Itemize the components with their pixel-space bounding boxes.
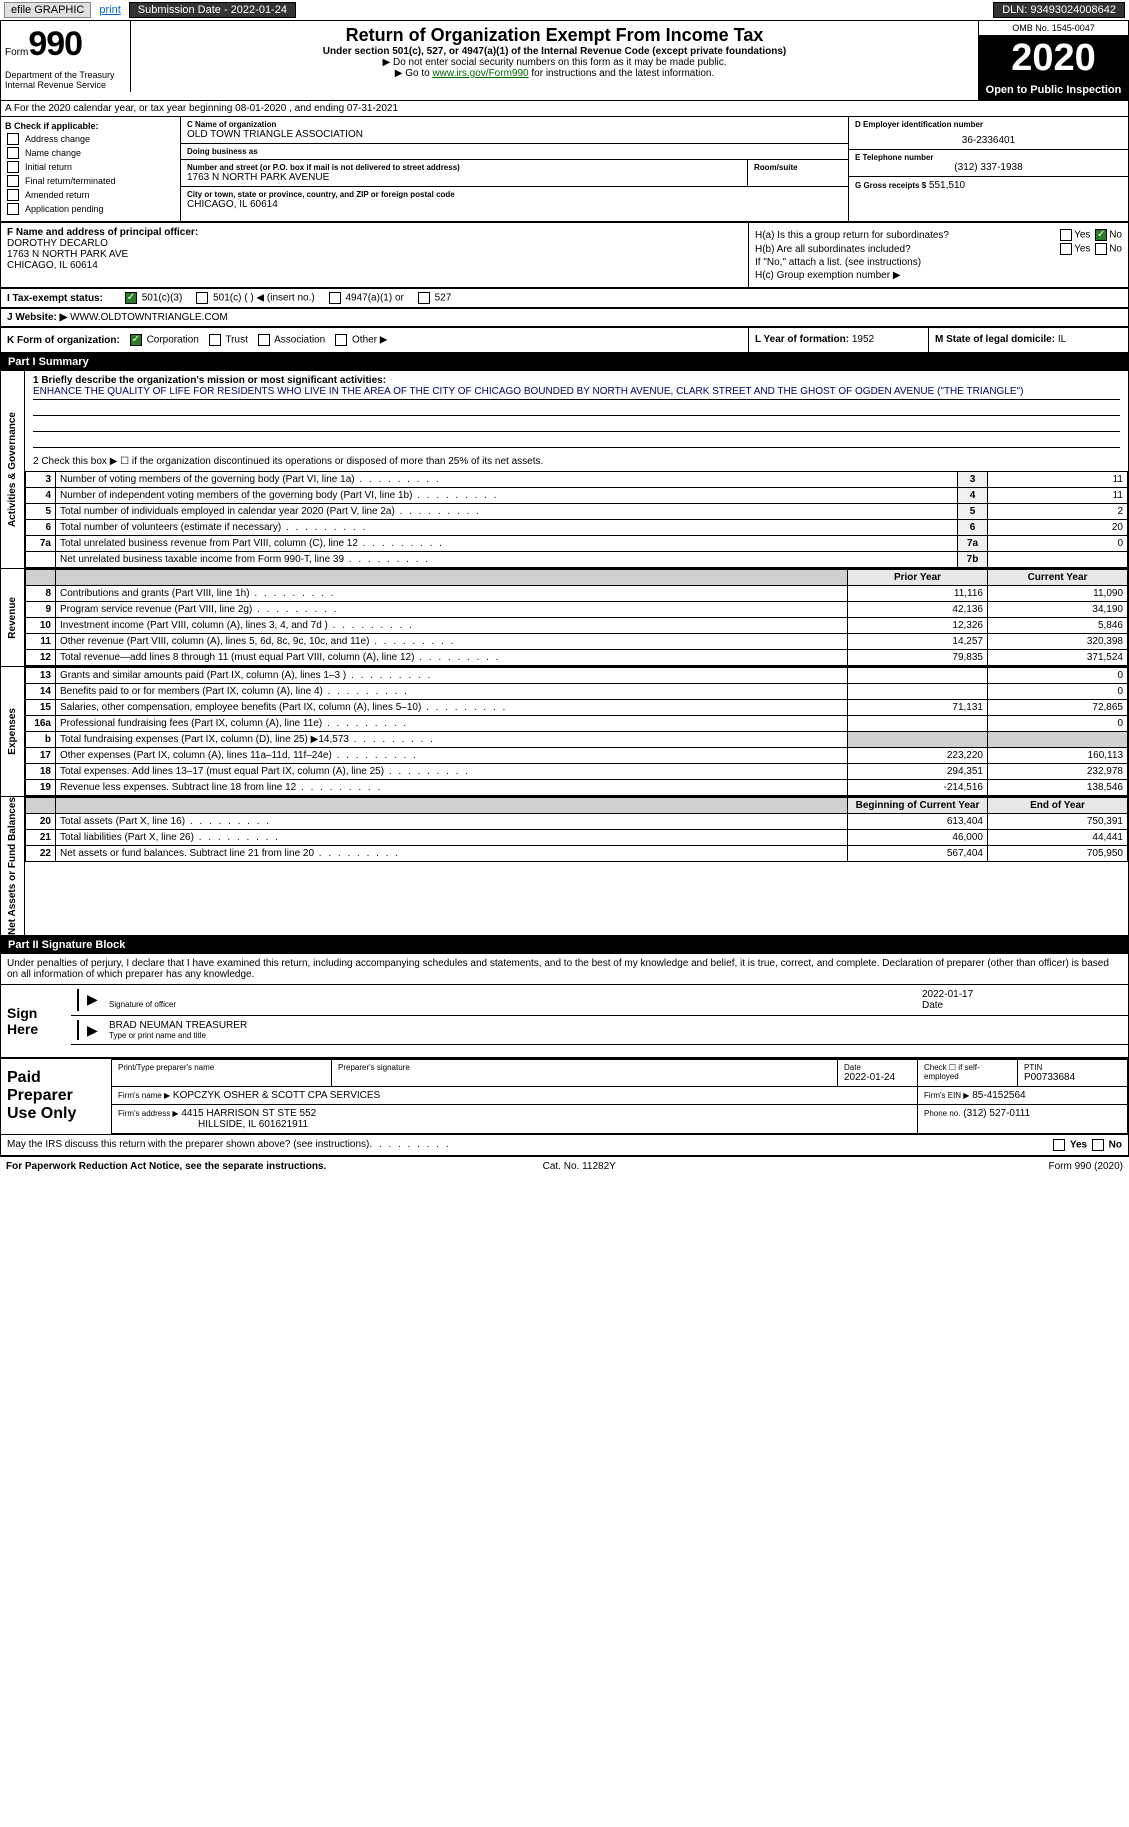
website-value: WWW.OLDTOWNTRIANGLE.COM	[70, 312, 228, 323]
tax-year-box: 2020	[979, 36, 1128, 80]
phone-value: (312) 337-1938	[855, 162, 1122, 173]
firm-phone: (312) 527-0111	[963, 1108, 1030, 1119]
open-to-public: Open to Public Inspection	[979, 80, 1128, 100]
dept-treasury-box: Department of the Treasury Internal Reve…	[1, 68, 131, 92]
netassets-table: Beginning of Current YearEnd of Year20To…	[25, 797, 1128, 862]
vtab-governance: Activities & Governance	[1, 371, 25, 568]
perjury-declaration: Under penalties of perjury, I declare th…	[0, 954, 1129, 985]
part1-netassets: Net Assets or Fund Balances Beginning of…	[0, 797, 1129, 936]
governance-table: 3Number of voting members of the governi…	[25, 471, 1128, 568]
vtab-expenses: Expenses	[1, 667, 25, 796]
k-org-row: K Form of organization: Corporation Trus…	[0, 327, 1129, 353]
dln-badge: DLN: 93493024008642	[993, 2, 1125, 18]
status-4947-checkbox[interactable]	[329, 292, 341, 304]
form-title: Return of Organization Exempt From Incom…	[135, 25, 974, 46]
status-501c-checkbox[interactable]	[196, 292, 208, 304]
efile-graphic-label: efile GRAPHIC	[4, 2, 91, 18]
city-state-zip: CHICAGO, IL 60614	[187, 199, 842, 210]
firm-addr2: HILLSIDE, IL 601621911	[118, 1119, 308, 1130]
print-link[interactable]: print	[99, 4, 120, 16]
korg-trust-checkbox[interactable]	[209, 334, 221, 346]
officer-h-row: F Name and address of principal officer:…	[0, 222, 1129, 288]
omb-number: OMB No. 1545-0047	[979, 21, 1128, 36]
form-subtitle: Under section 501(c), 527, or 4947(a)(1)…	[135, 46, 974, 57]
officer-signed-name: BRAD NEUMAN TREASURER	[109, 1020, 1122, 1031]
submission-date-badge: Submission Date - 2022-01-24	[129, 2, 296, 18]
street-address: 1763 N NORTH PARK AVENUE	[187, 172, 741, 183]
instr-goto: ▶ Go to www.irs.gov/Form990 for instruct…	[135, 68, 974, 79]
tax-status-row: I Tax-exempt status: 501(c)(3) 501(c) ( …	[0, 288, 1129, 308]
irs-link[interactable]: www.irs.gov/Form990	[432, 68, 528, 79]
colb-checkbox[interactable]	[7, 133, 19, 145]
year-formation: 1952	[852, 334, 874, 345]
col-de-box: D Employer identification number 36-2336…	[848, 117, 1128, 221]
mission-block: 1 Briefly describe the organization's mi…	[25, 371, 1128, 471]
officer-name: DOROTHY DECARLO	[7, 238, 742, 249]
status-501c3-checkbox[interactable]	[125, 292, 137, 304]
form-header: Form990 Department of the Treasury Inter…	[0, 21, 1129, 101]
header-right-box: OMB No. 1545-0047 2020 Open to Public In…	[978, 21, 1128, 100]
ha-no-checkbox[interactable]	[1095, 229, 1107, 241]
gross-receipts: 551,510	[929, 180, 965, 191]
ein-value: 36-2336401	[855, 129, 1122, 146]
part1-revenue: Revenue Prior YearCurrent Year8Contribut…	[0, 569, 1129, 667]
prep-date: 2022-01-24	[844, 1072, 911, 1083]
top-bar: efile GRAPHIC print Submission Date - 20…	[0, 0, 1129, 21]
colb-checkbox[interactable]	[7, 189, 19, 201]
state-domicile: IL	[1058, 334, 1066, 345]
colb-checkbox[interactable]	[7, 147, 19, 159]
part2-header: Part II Signature Block	[0, 936, 1129, 954]
part1-header: Part I Summary	[0, 353, 1129, 371]
paid-preparer-block: Paid Preparer Use Only Print/Type prepar…	[0, 1058, 1129, 1135]
korg-other-checkbox[interactable]	[335, 334, 347, 346]
discuss-row: May the IRS discuss this return with the…	[0, 1135, 1129, 1156]
firm-ein: 85-4152564	[972, 1090, 1025, 1101]
firm-addr1: 4415 HARRISON ST STE 552	[181, 1108, 316, 1119]
korg-corp-checkbox[interactable]	[130, 334, 142, 346]
vtab-netassets: Net Assets or Fund Balances	[1, 797, 25, 935]
instr-ssn: ▶ Do not enter social security numbers o…	[135, 57, 974, 68]
org-name: OLD TOWN TRIANGLE ASSOCIATION	[187, 129, 842, 140]
mission-text: ENHANCE THE QUALITY OF LIFE FOR RESIDENT…	[33, 386, 1120, 400]
status-527-checkbox[interactable]	[418, 292, 430, 304]
colb-checkbox[interactable]	[7, 161, 19, 173]
discuss-yes-checkbox[interactable]	[1053, 1139, 1065, 1151]
form-title-box: Return of Organization Exempt From Incom…	[131, 21, 978, 83]
page-footer: For Paperwork Reduction Act Notice, see …	[0, 1156, 1129, 1176]
ptin-value: P00733684	[1024, 1072, 1121, 1083]
h-section-box: H(a) Is this a group return for subordin…	[748, 223, 1128, 287]
expenses-table: 13Grants and similar amounts paid (Part …	[25, 667, 1128, 796]
discuss-no-checkbox[interactable]	[1092, 1139, 1104, 1151]
form-number-box: Form990	[1, 21, 131, 68]
colb-checkbox[interactable]	[7, 203, 19, 215]
tax-period-row: A For the 2020 calendar year, or tax yea…	[0, 101, 1129, 117]
hb-no-checkbox[interactable]	[1095, 243, 1107, 255]
hb-yes-checkbox[interactable]	[1060, 243, 1072, 255]
entity-info-grid: B Check if applicable: Address changeNam…	[0, 117, 1129, 222]
col-c-name-address: C Name of organization OLD TOWN TRIANGLE…	[181, 117, 848, 221]
principal-officer-box: F Name and address of principal officer:…	[1, 223, 748, 287]
colb-checkbox[interactable]	[7, 175, 19, 187]
revenue-table: Prior YearCurrent Year8Contributions and…	[25, 569, 1128, 666]
col-b-checkboxes: B Check if applicable: Address changeNam…	[1, 117, 181, 221]
ha-yes-checkbox[interactable]	[1060, 229, 1072, 241]
website-row: J Website: ▶ WWW.OLDTOWNTRIANGLE.COM	[0, 308, 1129, 327]
vtab-revenue: Revenue	[1, 569, 25, 666]
signature-date: 2022-01-17	[922, 989, 1122, 1000]
part1-body: Activities & Governance 1 Briefly descri…	[0, 371, 1129, 569]
korg-assn-checkbox[interactable]	[258, 334, 270, 346]
form-990-number: 990	[28, 25, 82, 63]
sign-here-block: Sign Here Signature of officer 2022-01-1…	[0, 985, 1129, 1058]
part1-expenses: Expenses 13Grants and similar amounts pa…	[0, 667, 1129, 797]
firm-name: KOPCZYK OSHER & SCOTT CPA SERVICES	[173, 1090, 380, 1101]
